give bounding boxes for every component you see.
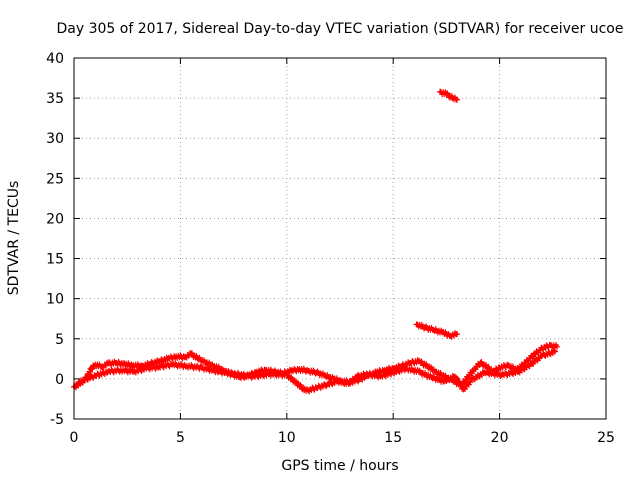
x-tick-label: 25 — [597, 430, 615, 446]
data-point-lower-track — [550, 347, 557, 354]
chart-title: Day 305 of 2017, Sidereal Day-to-day VTE… — [57, 21, 624, 37]
y-tick-label: 20 — [46, 211, 64, 227]
x-axis-label: GPS time / hours — [281, 458, 398, 474]
y-tick-label: 15 — [46, 252, 64, 268]
data-point-main-track — [554, 343, 561, 350]
y-tick-label: -5 — [50, 412, 64, 428]
y-axis-ticks: -5 0 5 10 15 20 25 30 35 40 — [46, 51, 606, 428]
data-point-segment-16-18h — [454, 330, 461, 337]
grid — [74, 58, 606, 419]
y-tick-label: 10 — [46, 292, 64, 308]
x-tick-label: 0 — [70, 430, 79, 446]
y-tick-label: 5 — [55, 332, 64, 348]
x-tick-label: 20 — [491, 430, 509, 446]
plot-frame — [73, 57, 607, 420]
x-axis-ticks: 0 5 10 15 20 25 — [70, 58, 615, 446]
x-tick-label: 10 — [278, 430, 296, 446]
x-tick-label: 5 — [176, 430, 185, 446]
data-point-segment-17-18h-high — [454, 96, 461, 103]
y-tick-label: 30 — [46, 131, 64, 147]
x-tick-label: 15 — [384, 430, 402, 446]
data-point-lower-track — [551, 348, 558, 355]
y-axis-label: SDTVAR / TECUs — [6, 181, 22, 296]
y-tick-label: 40 — [46, 51, 64, 67]
y-tick-label: 35 — [46, 91, 64, 107]
y-tick-label: 0 — [55, 372, 64, 388]
data-points — [71, 88, 561, 395]
y-tick-label: 25 — [46, 171, 64, 187]
